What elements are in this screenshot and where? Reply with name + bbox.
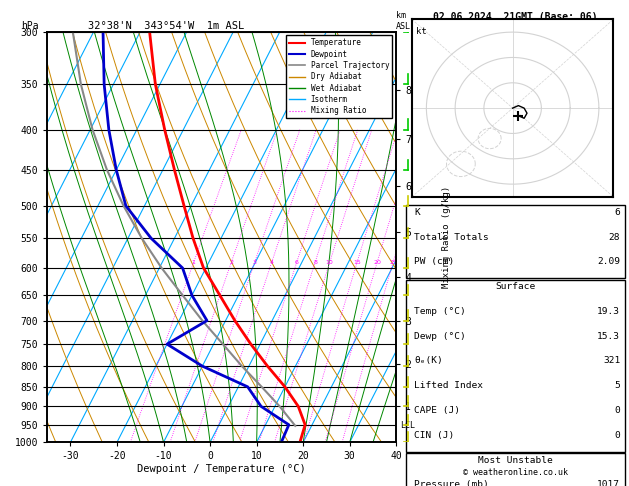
- Text: 20: 20: [373, 260, 381, 265]
- Text: 5: 5: [615, 381, 620, 390]
- X-axis label: Dewpoint / Temperature (°C): Dewpoint / Temperature (°C): [137, 464, 306, 474]
- Text: 10: 10: [326, 260, 333, 265]
- Text: Pressure (mb): Pressure (mb): [415, 480, 489, 486]
- Text: Temp (°C): Temp (°C): [415, 307, 466, 316]
- Text: LCL: LCL: [401, 421, 415, 430]
- Text: 4: 4: [270, 260, 274, 265]
- Text: 8: 8: [313, 260, 317, 265]
- Text: 02.06.2024  21GMT (Base: 06): 02.06.2024 21GMT (Base: 06): [433, 12, 598, 22]
- Text: PW (cm): PW (cm): [415, 257, 455, 266]
- Text: Surface: Surface: [495, 282, 535, 291]
- Text: 1: 1: [192, 260, 196, 265]
- Text: 321: 321: [603, 356, 620, 365]
- Text: 3: 3: [253, 260, 257, 265]
- Text: 1017: 1017: [597, 480, 620, 486]
- Text: Totals Totals: Totals Totals: [415, 232, 489, 242]
- Bar: [406, 453, 625, 486]
- Text: θₑ(K): θₑ(K): [415, 356, 443, 365]
- Text: 6: 6: [295, 260, 299, 265]
- Text: 25: 25: [389, 260, 397, 265]
- Text: 28: 28: [609, 232, 620, 242]
- Text: CIN (J): CIN (J): [415, 431, 455, 440]
- Text: 15.3: 15.3: [597, 331, 620, 341]
- Text: 15: 15: [353, 260, 361, 265]
- Text: 6: 6: [615, 208, 620, 217]
- Bar: [406, 280, 625, 452]
- Text: K: K: [415, 208, 420, 217]
- Text: kt: kt: [416, 27, 426, 35]
- Y-axis label: Mixing Ratio (g/kg): Mixing Ratio (g/kg): [442, 186, 451, 288]
- Text: 0: 0: [615, 406, 620, 415]
- Text: Most Unstable: Most Unstable: [478, 455, 552, 465]
- Text: hPa: hPa: [21, 21, 38, 31]
- Text: Dewp (°C): Dewp (°C): [415, 331, 466, 341]
- Text: 2: 2: [230, 260, 233, 265]
- Bar: [406, 206, 625, 278]
- Text: © weatheronline.co.uk: © weatheronline.co.uk: [463, 469, 567, 477]
- Text: 32°38'N  343°54'W  1m ASL: 32°38'N 343°54'W 1m ASL: [87, 21, 244, 31]
- Text: 2.09: 2.09: [597, 257, 620, 266]
- Legend: Temperature, Dewpoint, Parcel Trajectory, Dry Adiabat, Wet Adiabat, Isotherm, Mi: Temperature, Dewpoint, Parcel Trajectory…: [286, 35, 392, 118]
- Text: km
ASL: km ASL: [396, 11, 411, 31]
- Text: Lifted Index: Lifted Index: [415, 381, 484, 390]
- Text: CAPE (J): CAPE (J): [415, 406, 460, 415]
- Text: 19.3: 19.3: [597, 307, 620, 316]
- Text: 0: 0: [615, 431, 620, 440]
